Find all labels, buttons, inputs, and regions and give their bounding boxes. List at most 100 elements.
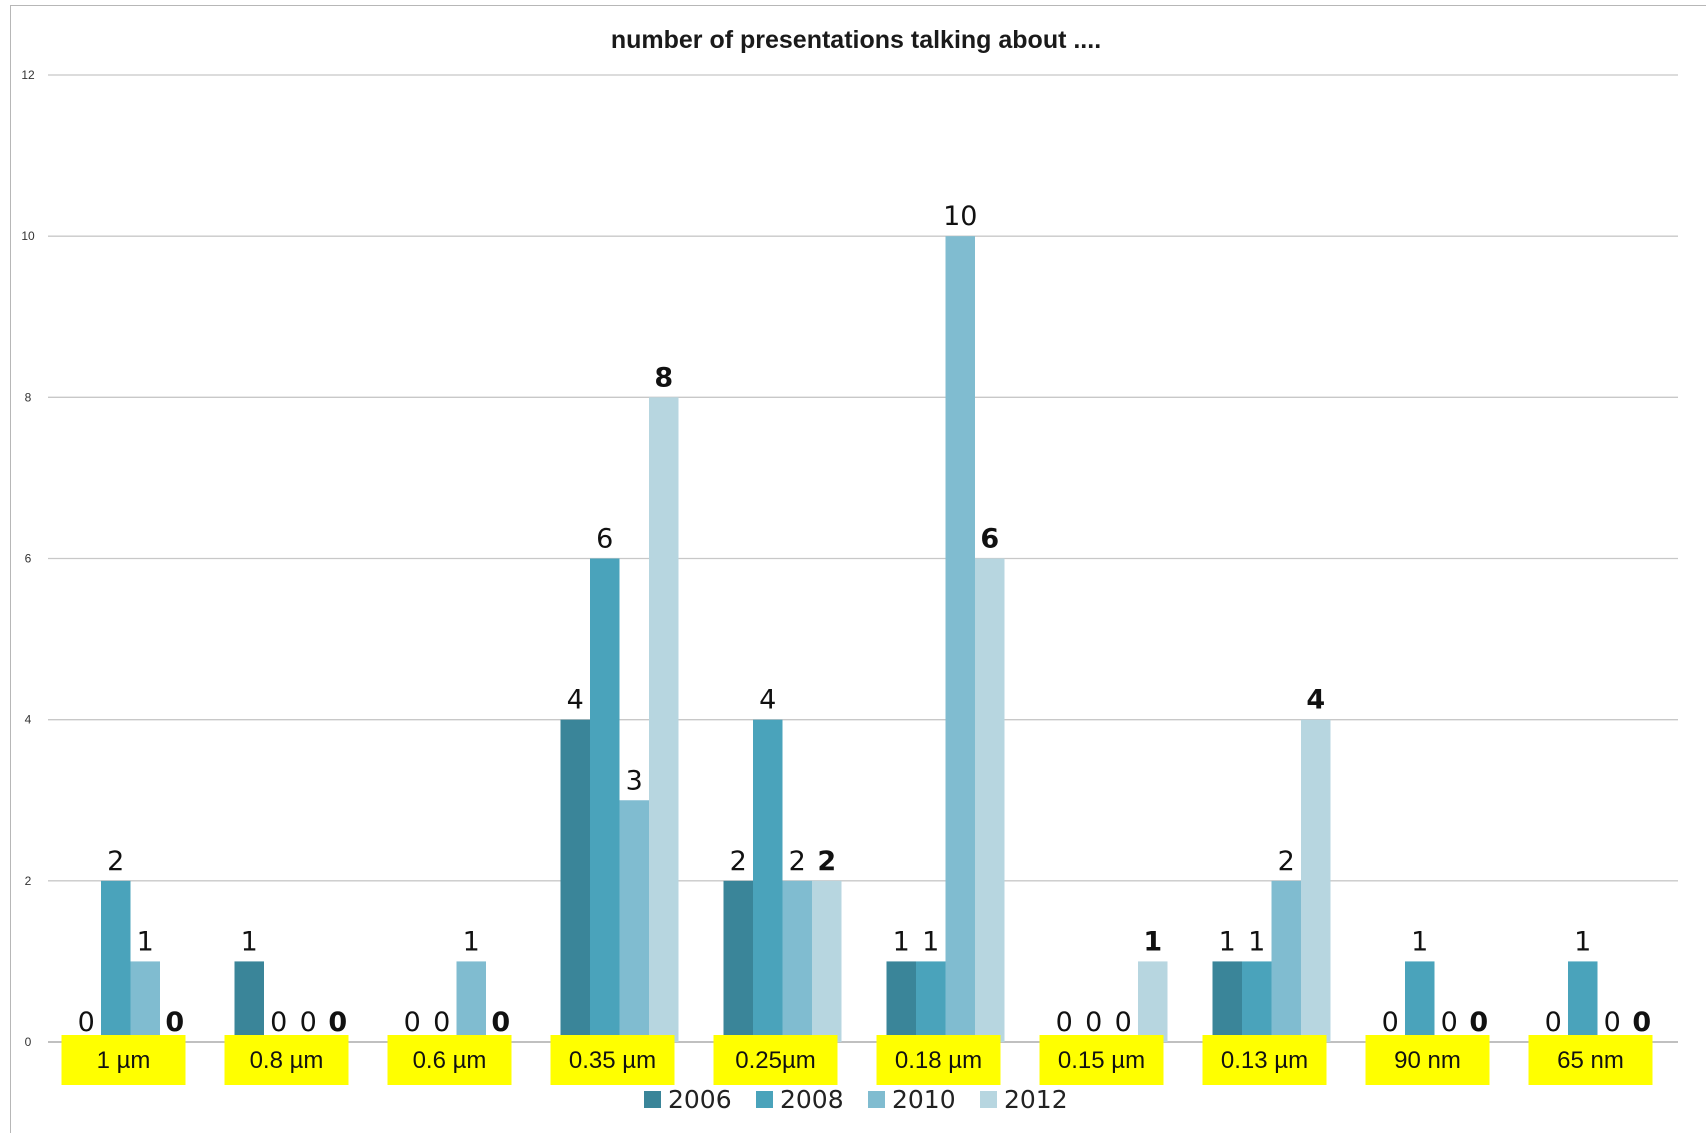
data-label: 0 <box>1085 1007 1102 1038</box>
legend: 2006 2008 2010 2012 <box>644 1085 1068 1114</box>
bar <box>234 961 264 1042</box>
data-label: 6 <box>980 524 999 555</box>
bar <box>782 880 812 1042</box>
bar <box>945 236 975 1042</box>
data-label: 0 <box>1441 1007 1458 1038</box>
legend-swatch <box>868 1091 885 1108</box>
data-label: 0 <box>165 1007 184 1038</box>
bar <box>1212 961 1242 1042</box>
data-label: 4 <box>567 685 584 716</box>
data-label: 0 <box>1545 1007 1562 1038</box>
data-label: 10 <box>943 201 977 232</box>
category-label-box <box>1202 1035 1327 1085</box>
data-label: 8 <box>654 362 673 393</box>
category-label: 0.35 µm <box>569 1047 656 1074</box>
category-label: 65 nm <box>1557 1047 1624 1074</box>
data-label: 0 <box>300 1007 317 1038</box>
bar <box>560 719 590 1042</box>
y-tick-label: 2 <box>25 874 32 888</box>
data-label: 0 <box>328 1007 347 1038</box>
legend-swatch <box>644 1091 661 1108</box>
legend-swatch <box>980 1091 997 1108</box>
data-label: 1 <box>1219 926 1236 957</box>
bars <box>101 236 1598 1042</box>
category-label-box <box>1528 1035 1653 1085</box>
bar <box>1405 961 1435 1042</box>
bar <box>753 719 783 1042</box>
bar <box>1568 961 1598 1042</box>
category-labels: 1 µm 0.8 µm 0.6 µm 0.35 µm 0.25µm 0.18 µm 0.15… <box>61 1035 1653 1085</box>
bar <box>1138 961 1168 1042</box>
category-label: 0.13 µm <box>1221 1047 1308 1074</box>
data-label: 0 <box>1632 1007 1651 1038</box>
data-label: 0 <box>1469 1007 1488 1038</box>
bar <box>886 961 916 1042</box>
category-label-box <box>1039 1035 1164 1085</box>
data-label: 1 <box>241 926 258 957</box>
data-label: 1 <box>1574 926 1591 957</box>
category-label-box <box>387 1035 512 1085</box>
data-label: 4 <box>1306 685 1325 716</box>
bar <box>456 961 486 1042</box>
legend-label: 2008 <box>780 1085 844 1114</box>
legend-label: 2010 <box>892 1085 956 1114</box>
gridlines <box>48 74 1678 1043</box>
legend-label: 2012 <box>1004 1085 1068 1114</box>
bar <box>723 880 753 1042</box>
bar <box>812 880 842 1042</box>
y-axis-ticks: 0 2 4 6 8 10 12 <box>21 68 35 1049</box>
y-tick-label: 4 <box>25 713 32 727</box>
legend-swatch <box>756 1091 773 1108</box>
data-label: 2 <box>817 846 836 877</box>
category-label: 0.15 µm <box>1058 1047 1145 1074</box>
data-label: 2 <box>730 846 747 877</box>
bar <box>1271 880 1301 1042</box>
data-label: 1 <box>1411 926 1428 957</box>
bar <box>619 800 649 1042</box>
data-label: 1 <box>922 926 939 957</box>
data-label: 0 <box>78 1007 95 1038</box>
data-label: 0 <box>270 1007 287 1038</box>
data-label: 4 <box>759 685 776 716</box>
data-label: 0 <box>1115 1007 1132 1038</box>
category-label: 1 µm <box>97 1047 151 1074</box>
category-label-box <box>61 1035 186 1085</box>
chart-title: number of presentations talking about ..… <box>611 26 1101 54</box>
data-label: 1 <box>893 926 910 957</box>
y-tick-label: 10 <box>21 229 35 243</box>
category-label-box <box>550 1035 675 1085</box>
category-label: 0.25µm <box>735 1047 816 1074</box>
data-label: 0 <box>1056 1007 1073 1038</box>
y-tick-label: 0 <box>25 1035 32 1049</box>
data-label: 2 <box>107 846 124 877</box>
data-label: 0 <box>1604 1007 1621 1038</box>
data-label: 0 <box>1382 1007 1399 1038</box>
data-label: 0 <box>404 1007 421 1038</box>
category-label: 0.8 µm <box>250 1047 324 1074</box>
data-label: 2 <box>1278 846 1295 877</box>
bar <box>130 961 160 1042</box>
bar <box>916 961 946 1042</box>
data-label: 1 <box>1248 926 1265 957</box>
bar <box>649 397 679 1042</box>
y-tick-label: 6 <box>25 552 32 566</box>
data-label: 0 <box>491 1007 510 1038</box>
chart-frame <box>10 5 1706 1133</box>
data-label: 1 <box>1143 926 1162 957</box>
category-label: 0.6 µm <box>413 1047 487 1074</box>
data-label: 3 <box>626 765 643 796</box>
category-label-box <box>224 1035 349 1085</box>
category-label: 0.18 µm <box>895 1047 982 1074</box>
y-tick-label: 8 <box>25 390 32 404</box>
category-label-box <box>713 1035 838 1085</box>
data-label: 0 <box>433 1007 450 1038</box>
data-label: 6 <box>596 524 613 555</box>
bar <box>101 880 131 1042</box>
bar <box>1242 961 1272 1042</box>
category-label-box <box>1365 1035 1490 1085</box>
data-label: 1 <box>137 926 154 957</box>
bar <box>975 558 1005 1042</box>
category-label: 90 nm <box>1394 1047 1461 1074</box>
category-label-box <box>876 1035 1001 1085</box>
